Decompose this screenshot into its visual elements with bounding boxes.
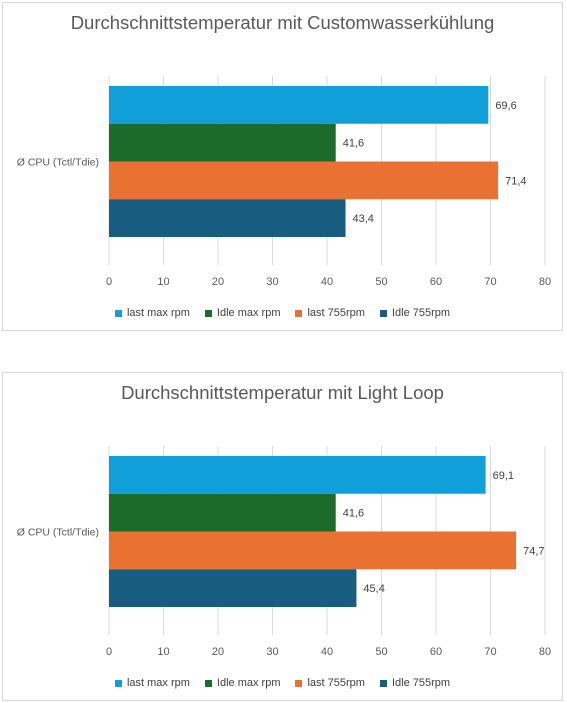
chart-title: Durchschnittstemperatur mit Light Loop	[121, 382, 444, 403]
x-tick-label: 10	[157, 276, 169, 288]
plot-area: 0 10 20 30 40 50 60 70 80 69,6 41,6 71,4 43,4 Ø CPU (…	[17, 76, 551, 288]
x-tick-label: 80	[539, 646, 551, 658]
legend-swatch	[204, 679, 212, 687]
bar	[109, 199, 346, 237]
legend-label: last 755rpm	[307, 307, 365, 319]
x-tick-label: 30	[266, 276, 278, 288]
legend-swatch	[114, 679, 122, 687]
x-tick-label: 40	[321, 276, 333, 288]
legend-swatch	[204, 309, 212, 317]
x-tick-label: 20	[212, 276, 224, 288]
legend-item: Idle 755rpm	[379, 307, 451, 319]
data-label: 69,6	[495, 100, 516, 112]
legend-item: last max rpm	[114, 307, 190, 319]
legend-swatch	[379, 309, 387, 317]
legend-label: last max rpm	[126, 677, 190, 689]
x-tick-label: 80	[539, 276, 551, 288]
bar	[109, 456, 486, 494]
category-label: Ø CPU (Tctl/Tdie)	[17, 157, 99, 169]
legend-label: Idle max rpm	[216, 677, 281, 689]
x-tick-label: 30	[266, 646, 278, 658]
x-tick-label: 40	[321, 646, 333, 658]
legend-item: last 755rpm	[295, 307, 365, 319]
x-tick-label: 20	[212, 646, 224, 658]
bar	[109, 493, 336, 532]
legend-swatch	[114, 309, 122, 317]
data-label: 69,1	[493, 470, 514, 482]
legend-item: last 755rpm	[295, 677, 365, 689]
data-label: 45,4	[363, 583, 384, 595]
bar	[109, 569, 357, 607]
legend-item: Idle 755rpm	[379, 677, 451, 689]
legend-swatch	[295, 309, 303, 317]
data-label: 43,4	[353, 213, 374, 225]
chart-light-loop: Durchschnittstemperatur mit Light Loop 0…	[2, 372, 563, 701]
category-label: Ø CPU (Tctl/Tdie)	[17, 527, 99, 539]
data-label: 41,6	[343, 508, 364, 520]
bar	[109, 531, 517, 570]
x-tick-label: 50	[375, 276, 387, 288]
legend-label: Idle max rpm	[216, 307, 281, 319]
legend-swatch	[379, 679, 387, 687]
bar	[109, 123, 336, 162]
data-label: 41,6	[343, 138, 364, 150]
x-tick-label: 70	[484, 276, 496, 288]
legend: last max rpm Idle max rpm last 755rpm Idle …	[3, 307, 562, 319]
chart-title: Durchschnittstemperatur mit Customwasser…	[70, 12, 495, 33]
x-tick-label: 60	[430, 276, 442, 288]
x-tick-label: 0	[106, 646, 112, 658]
data-label: 71,4	[505, 175, 526, 187]
data-label: 74,7	[523, 545, 544, 557]
x-tick-label: 70	[484, 646, 496, 658]
legend-item: last max rpm	[114, 677, 190, 689]
plot-area: 0 10 20 30 40 50 60 70 80 69,1 41,6 74,7 45,4 Ø CPU (…	[17, 446, 551, 658]
legend-label: last 755rpm	[307, 677, 365, 689]
legend-item: Idle max rpm	[204, 307, 281, 319]
bar	[109, 86, 489, 124]
x-tick-label: 50	[375, 646, 387, 658]
x-tick-label: 0	[106, 276, 112, 288]
legend-label: Idle 755rpm	[391, 677, 451, 689]
x-tick-label: 60	[430, 646, 442, 658]
legend-item: Idle max rpm	[204, 677, 281, 689]
legend-label: last max rpm	[126, 307, 190, 319]
x-tick-label: 10	[157, 646, 169, 658]
legend-label: Idle 755rpm	[391, 307, 451, 319]
legend-swatch	[295, 679, 303, 687]
chart-customwasserkuehlung: Durchschnittstemperatur mit Customwasser…	[2, 2, 563, 331]
bar	[109, 161, 499, 200]
legend: last max rpm Idle max rpm last 755rpm Idle …	[3, 677, 562, 689]
